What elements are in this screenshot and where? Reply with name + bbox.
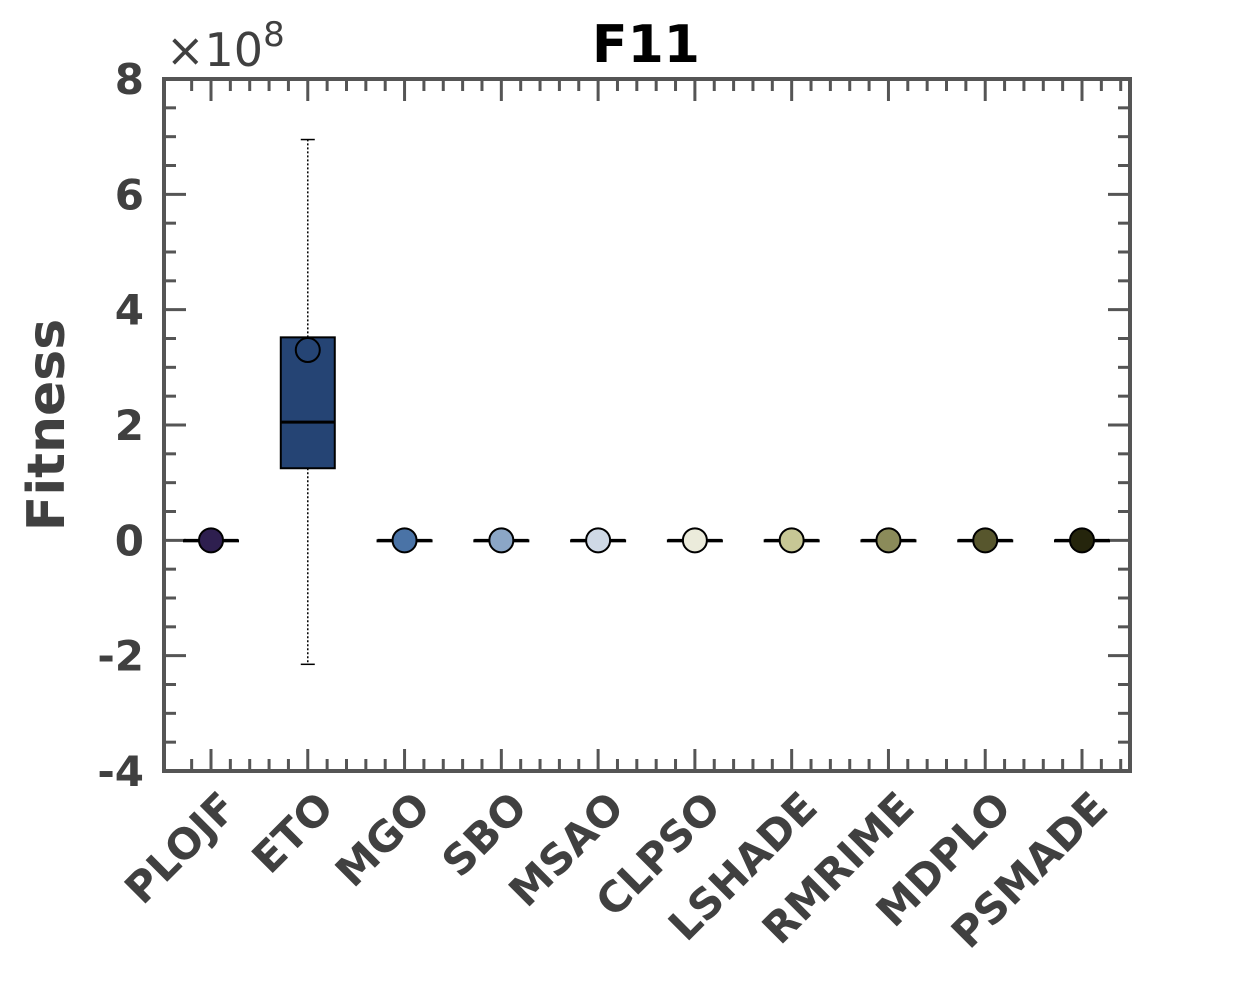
y-axis-multiplier: ×108 <box>166 15 285 77</box>
y-tick-label: -4 <box>97 747 144 796</box>
mean-marker-plojf <box>198 527 224 554</box>
x-tick-label: ETO <box>242 782 342 882</box>
y-axis-label: Fitness <box>17 319 77 531</box>
y-tick-label: 8 <box>115 55 144 104</box>
mean-marker-lshade <box>778 527 805 554</box>
y-tick-label: 0 <box>115 516 144 565</box>
chart-title: F11 <box>592 15 700 75</box>
mean-marker-eto <box>294 337 321 364</box>
mean-marker-msao <box>585 527 612 554</box>
y-tick-label: 2 <box>115 401 144 450</box>
y-tick-label: 4 <box>115 286 144 335</box>
y-tick-label: -2 <box>97 632 144 681</box>
plot-area: -4-202468PLOJFETOMGOSBOMSAOCLPSOLSHADERM… <box>97 55 1132 958</box>
mean-marker-mdplo <box>972 527 999 554</box>
y-tick-label: 6 <box>115 170 144 219</box>
x-tick-label: PLOJF <box>115 782 246 913</box>
mean-marker-mgo <box>391 527 418 554</box>
mean-marker-clpso <box>681 527 708 554</box>
y-multiplier-exponent: 8 <box>263 15 285 55</box>
x-tick-label: MGO <box>326 782 440 896</box>
mean-marker-rmrime <box>875 527 902 554</box>
y-multiplier-base: ×10 <box>166 23 263 77</box>
mean-marker-sbo <box>488 527 515 554</box>
mean-marker-psmade <box>1069 527 1095 554</box>
